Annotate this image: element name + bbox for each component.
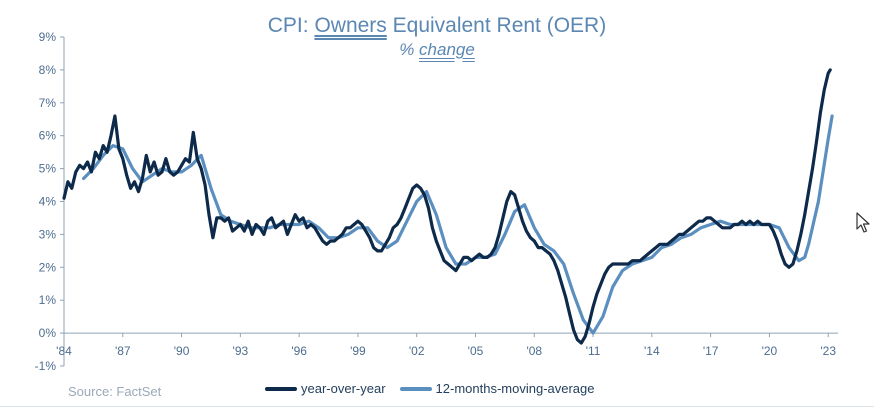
x-tick-label: '93 (233, 344, 249, 358)
x-tick-label: '05 (468, 344, 484, 358)
y-tick-label: 0% (39, 326, 57, 340)
y-tick-label: 9% (39, 30, 57, 44)
legend-item-ma: 12-months-moving-average (399, 381, 595, 396)
chart-legend: year-over-year 12-months-moving-average (265, 381, 609, 396)
title-underlined-word: Owners (314, 14, 387, 37)
title-pre: CPI: (267, 14, 315, 37)
x-tick-label: '87 (115, 344, 131, 358)
series-line-year-over-year (62, 68, 832, 345)
legend-swatch-ma (399, 386, 432, 391)
series-line-moving-average (82, 114, 834, 335)
mouse-pointer-icon (856, 212, 870, 239)
y-tick-label: 4% (39, 195, 57, 209)
legend-item-yoy: year-over-year (265, 381, 386, 396)
y-tick-label: 1% (39, 293, 57, 307)
y-tick-label: -1% (35, 359, 57, 373)
title-post: Equivalent Rent (OER) (386, 14, 607, 37)
chart-title: CPI: Owners Equivalent Rent (OER) (0, 14, 874, 38)
x-tick-label: '90 (174, 344, 190, 358)
y-tick-label: 7% (39, 96, 57, 110)
chart-subtitle: % change (0, 40, 874, 60)
y-tick-label: 8% (39, 63, 57, 77)
x-tick-label: '96 (291, 344, 307, 358)
y-tick-label: 2% (39, 260, 57, 274)
x-tick-label: '84 (56, 344, 72, 358)
legend-swatch-yoy (265, 386, 297, 391)
chart-series (62, 68, 834, 345)
bottom-divider (0, 406, 874, 407)
subtitle-underlined-word: change (419, 40, 475, 59)
source-note: Source: FactSet (68, 384, 162, 399)
chart-ticks: -1% 0% 1% 2% 3% 4% 5% 6% 7% 8% 9% '84 '87 '90 '93 '96 '9… (35, 30, 837, 373)
x-tick-label: '14 (644, 344, 660, 358)
x-tick-label: '23 (820, 344, 836, 358)
y-tick-label: 3% (39, 227, 57, 241)
y-tick-label: 5% (39, 162, 57, 176)
chart-axes (63, 37, 838, 366)
x-tick-label: '08 (526, 344, 542, 358)
x-tick-label: '20 (762, 344, 778, 358)
legend-label-yoy: year-over-year (301, 381, 386, 396)
x-tick-label: '02 (409, 344, 425, 358)
x-tick-label: '99 (350, 344, 366, 358)
legend-label-ma: 12-months-moving-average (435, 381, 595, 396)
x-tick-label: '11 (586, 344, 601, 358)
x-tick-label: '17 (703, 344, 719, 358)
y-tick-label: 6% (39, 129, 57, 143)
subtitle-pre: % (399, 40, 420, 59)
